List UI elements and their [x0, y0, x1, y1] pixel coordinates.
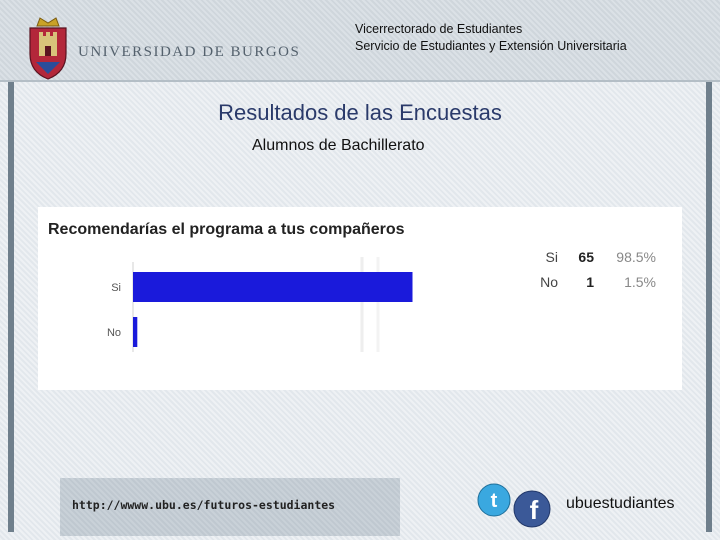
- university-name: UNIVERSIDAD DE BURGOS: [78, 44, 301, 60]
- slide-frame: [8, 8, 712, 532]
- social-icons: t f: [477, 483, 551, 528]
- bar-si: [133, 272, 413, 302]
- table-count-value: 65: [578, 249, 594, 265]
- bar-no: [133, 317, 138, 347]
- university-crest-icon: [29, 17, 67, 80]
- twitter-icon[interactable]: t: [477, 483, 511, 517]
- footer-url-link[interactable]: http://wwww.ubu.es/futuros-estudiantes: [72, 498, 336, 512]
- facebook-icon[interactable]: f: [513, 490, 551, 528]
- header-line-servicio: Servicio de Estudiantes y Extensión Univ…: [355, 39, 627, 53]
- header: UNIVERSIDAD DE BURGOS Vicerrectorado de …: [0, 0, 720, 82]
- svg-text:f: f: [530, 495, 539, 525]
- svg-text:t: t: [491, 490, 498, 512]
- table-percent-value: 1.5%: [624, 274, 656, 290]
- chart-panel: Recomendarías el programa a tus compañer…: [38, 207, 682, 390]
- chart-title: Recomendarías el programa a tus compañer…: [48, 221, 405, 238]
- slide-subtitle: Alumnos de Bachillerato: [252, 137, 425, 154]
- social-handle: ubuestudiantes: [566, 495, 675, 512]
- table-category-label: Si: [546, 249, 558, 265]
- table-count-value: 1: [586, 274, 594, 290]
- y-tick-label: Si: [111, 282, 121, 294]
- data-table-group: Si 65 98.5% No 1 1.5%: [540, 249, 656, 290]
- slide-title: Resultados de las Encuestas: [218, 100, 502, 125]
- bars-group: Si No: [107, 262, 413, 352]
- footer-band: [60, 478, 400, 536]
- table-percent-value: 98.5%: [616, 249, 656, 265]
- header-line-vicerrectorado: Vicerrectorado de Estudiantes: [355, 22, 523, 36]
- bar-chart: Recomendarías el programa a tus compañer…: [48, 221, 656, 352]
- table-category-label: No: [540, 274, 558, 290]
- y-tick-label: No: [107, 327, 121, 339]
- header-text: Vicerrectorado de Estudiantes Servicio d…: [355, 21, 627, 55]
